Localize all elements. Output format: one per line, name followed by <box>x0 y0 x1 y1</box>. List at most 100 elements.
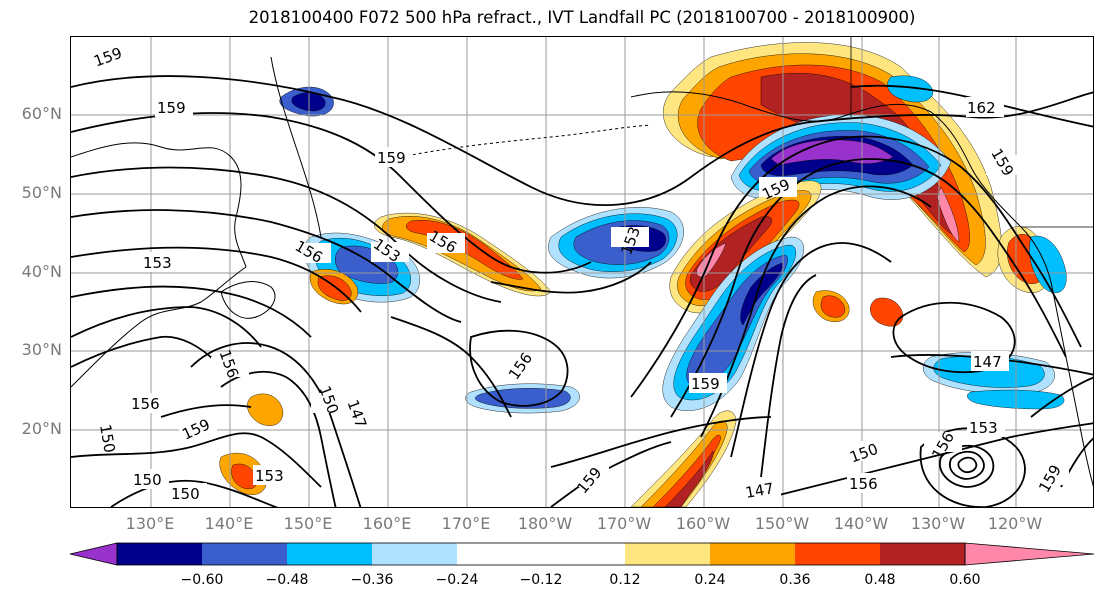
shade-tropic-pos <box>247 393 284 426</box>
lon-label-160e: 160°E <box>362 514 412 533</box>
lat-label-40n: 40°N <box>21 262 62 281</box>
shade-bering-neg <box>887 75 934 103</box>
lat-label-30n: 30°N <box>21 340 62 359</box>
colorbar-tick-neg024: −0.24 <box>435 572 479 588</box>
contour-147-a <box>71 285 312 338</box>
contour-south-150 <box>71 432 322 488</box>
contour-label-150-sw: 150 <box>133 471 162 489</box>
contour-south-156 <box>550 416 772 468</box>
contour-tc-3 <box>957 456 978 474</box>
contour-east-159 <box>1030 376 1093 418</box>
colorbar-tick-pos012: 0.12 <box>609 572 641 588</box>
shade-eastpac-pos-red <box>820 295 846 318</box>
colorbar-bin-9 <box>880 543 965 565</box>
shading-layer <box>219 42 1067 507</box>
shade-south-pos-darkred <box>664 450 714 507</box>
contour-arc-main <box>630 135 1082 398</box>
lon-label-120w: 120°W <box>987 514 1043 533</box>
contour-tc-2 <box>949 450 985 480</box>
colorbar-bin-4 <box>372 543 457 565</box>
coast-namerica <box>1050 281 1093 487</box>
contour-wpac-lobe-2 <box>220 370 337 507</box>
contour-label-150-sw2: 150 <box>171 485 200 503</box>
lon-label-130w: 130°W <box>910 514 966 533</box>
lon-label-140e: 140°E <box>204 514 254 533</box>
coast-alaska <box>630 91 1052 283</box>
colorbar-tick-neg048: −0.48 <box>265 572 309 588</box>
contour-label-153-tc: 153 <box>969 419 998 437</box>
colorbar-tick-pos036: 0.36 <box>779 572 811 588</box>
map-panel[interactable]: 159 159 159 162 159 153 156 156 159 153 … <box>70 36 1094 508</box>
lon-label-130e: 130°E <box>125 514 175 533</box>
contour-arc-4 <box>730 242 892 458</box>
coast-japan <box>220 281 276 319</box>
contour-label-159-bering: 159 <box>377 149 406 167</box>
contour-label-147-se: 147 <box>973 353 1002 371</box>
colorbar-bin-5 <box>457 543 625 565</box>
lat-label-20n: 20°N <box>21 419 62 438</box>
contour-label-150-w: 150 <box>96 423 119 454</box>
contour-150-a <box>71 246 362 313</box>
colorbar-tick-pos060: 0.60 <box>949 572 981 588</box>
contour-arc-2 <box>670 158 1067 418</box>
contour-label-162: 162 <box>967 99 996 117</box>
colorbar <box>69 542 1095 566</box>
contour-147-se <box>890 354 1093 376</box>
contour-south-159 <box>550 441 672 507</box>
contour-label-153-nw: 153 <box>143 254 172 272</box>
contour-south-153 <box>110 479 279 507</box>
contour-south-150-b <box>770 422 1093 498</box>
shade-east-neg-4 <box>740 262 784 326</box>
lon-label-170w: 170°W <box>596 514 652 533</box>
contour-153-low <box>390 316 512 418</box>
contour-156-mid <box>490 261 652 294</box>
shade-gulf-alaska-pink <box>936 186 960 243</box>
coast-kamchatka <box>270 56 322 238</box>
colorbar-frame <box>116 542 966 566</box>
colorbar-arrow-left <box>69 542 118 566</box>
shade-hawaii-pos <box>870 297 904 327</box>
colorbar-tick-pos024: 0.24 <box>694 572 726 588</box>
lon-label-150w: 150°W <box>754 514 810 533</box>
contour-wpac-lobe <box>190 342 362 507</box>
lat-label-50n: 50°N <box>21 183 62 202</box>
coast-aleutians <box>400 124 652 158</box>
lon-label-150e: 150°E <box>283 514 333 533</box>
colorbar-tick-neg012: −0.12 <box>519 572 563 588</box>
colorbar-bin-3 <box>287 543 372 565</box>
coast-asia <box>71 142 247 388</box>
lon-label-160w: 160°W <box>675 514 731 533</box>
contour-west-coastal-1 <box>71 306 262 348</box>
contour-label-153-wpac: 153 <box>255 467 284 485</box>
contour-156-a <box>71 166 502 303</box>
shade-japan-pos-red <box>317 275 352 301</box>
page-title: 2018100400 F072 500 hPa refract., IVT La… <box>248 8 916 27</box>
colorbar-arrow-right <box>964 542 1095 566</box>
colorbar-tick-neg060: −0.60 <box>180 572 224 588</box>
contour-mid-156 <box>469 329 569 407</box>
map-canvas: 159 159 159 162 159 153 156 156 159 153 … <box>71 37 1093 507</box>
contour-label-147-south: 147 <box>744 479 775 502</box>
contour-159-north <box>71 75 1093 207</box>
contour-label-156-tc: 156 <box>849 475 878 493</box>
colorbar-bin-6 <box>625 543 710 565</box>
colorbar-bin-7 <box>710 543 795 565</box>
lat-label-60n: 60°N <box>21 104 62 123</box>
colorbar-bin-1 <box>117 543 202 565</box>
shade-wpac-low-pos-red <box>231 463 258 490</box>
lon-label-180w: 180°W <box>517 514 573 533</box>
contour-label-159-arc: 159 <box>691 375 720 393</box>
colorbar-bin-8 <box>795 543 880 565</box>
colorbar-bin-2 <box>202 543 287 565</box>
contour-156-wpac <box>160 404 252 418</box>
contour-label-159-aleut: 159 <box>157 99 186 117</box>
colorbar-tick-neg036: −0.36 <box>350 572 394 588</box>
contour-west-coastal-2 <box>71 335 217 368</box>
contour-label-156-sw: 156 <box>131 395 160 413</box>
coastlines <box>71 37 1093 487</box>
lon-label-170e: 170°E <box>441 514 491 533</box>
contour-tc-1 <box>939 444 995 488</box>
contour-arc-3 <box>700 185 932 438</box>
colorbar-tick-pos048: 0.48 <box>864 572 896 588</box>
contour-arc-5 <box>760 274 817 478</box>
